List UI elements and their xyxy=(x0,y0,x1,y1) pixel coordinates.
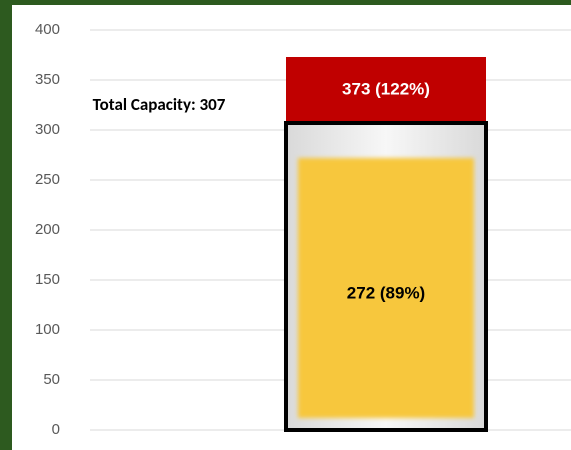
capacity-annotation: Total Capacity: 307 xyxy=(92,94,226,115)
value-label: 272 (89%) xyxy=(347,283,425,302)
y-tick-label: 350 xyxy=(35,71,60,88)
y-tick-label: 50 xyxy=(43,371,60,388)
y-tick-label: 250 xyxy=(35,171,60,188)
y-tick-label: 400 xyxy=(35,21,60,38)
value-label: 373 (122%) xyxy=(342,79,430,98)
y-tick-label: 300 xyxy=(35,121,60,138)
used-bar xyxy=(298,158,474,418)
demand-bar xyxy=(286,57,486,121)
y-tick-label: 0 xyxy=(52,421,60,438)
y-tick-label: 150 xyxy=(35,271,60,288)
y-tick-label: 200 xyxy=(35,221,60,238)
y-tick-label: 100 xyxy=(35,321,60,338)
